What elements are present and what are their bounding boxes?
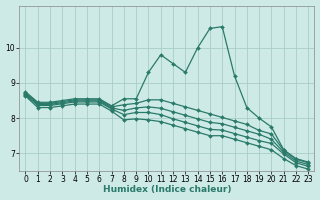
- X-axis label: Humidex (Indice chaleur): Humidex (Indice chaleur): [103, 185, 231, 194]
